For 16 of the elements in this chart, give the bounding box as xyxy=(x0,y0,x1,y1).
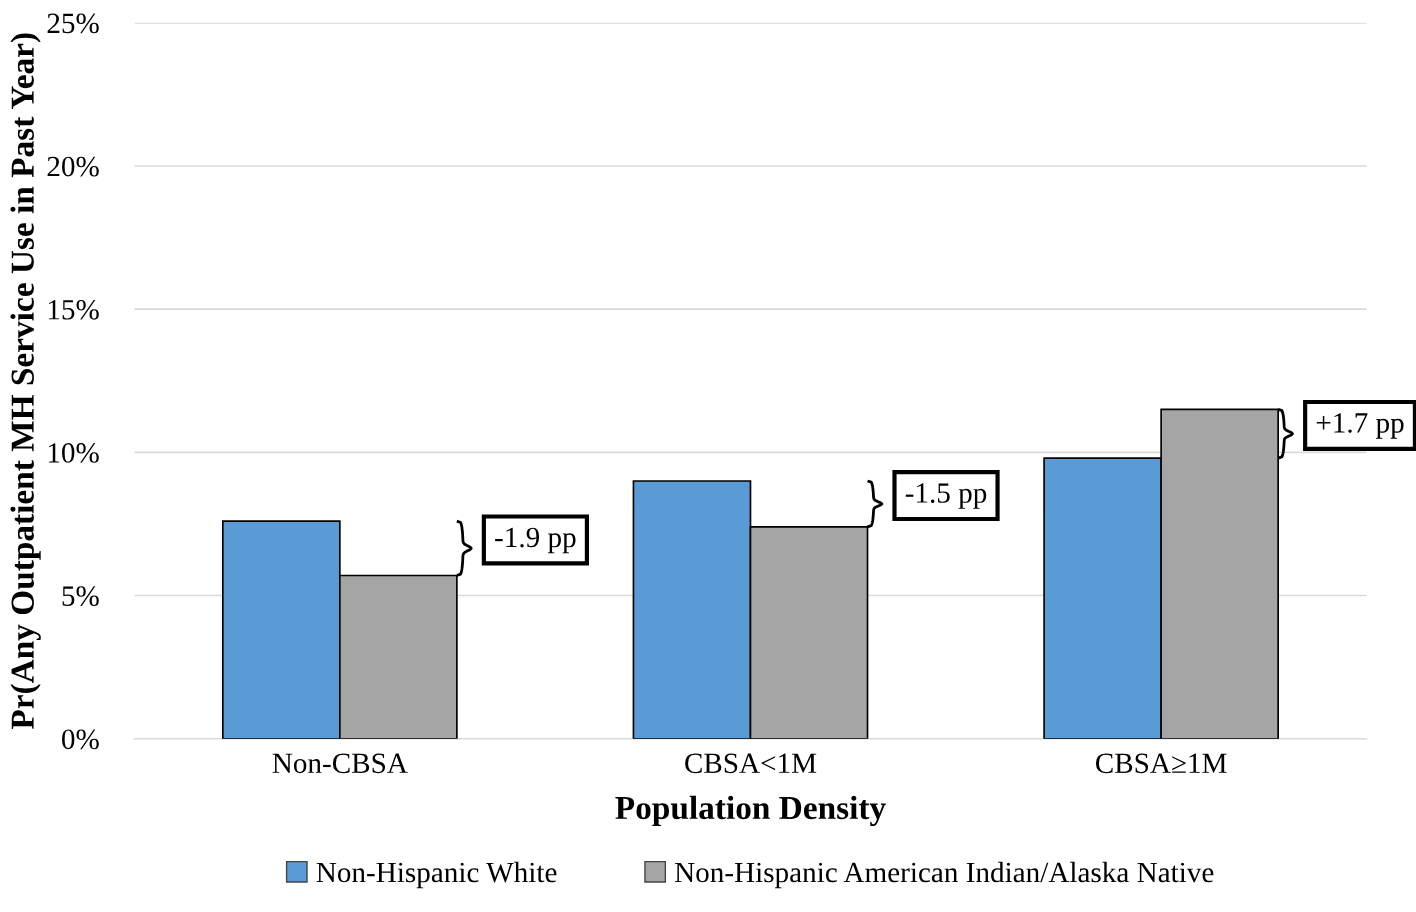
legend-label: Non-Hispanic White xyxy=(316,861,557,889)
y-tick-label: 0% xyxy=(62,729,99,750)
x-tick-label: CBSA≥1M xyxy=(1095,753,1227,774)
y-tick-label: 10% xyxy=(48,443,99,463)
y-tick-label: 15% xyxy=(48,299,99,320)
y-axis-title: Pr(Any Outpatient MH Service Use in Past Year) xyxy=(10,33,41,730)
y-tick-label: 25% xyxy=(47,13,99,34)
annotation: +1.7 pp xyxy=(1316,413,1404,439)
annotation: -1.9 pp xyxy=(495,527,576,554)
x-tick-label: CBSA<1M xyxy=(685,753,817,774)
y-tick-label: 20% xyxy=(47,156,99,177)
x-axis-title: Population Density xyxy=(615,795,886,827)
x-tick-label: Non-CBSA xyxy=(272,753,408,774)
legend-label: Non-Hispanic American Indian/Alaska Native xyxy=(674,861,1214,889)
annotation: -1.5 pp xyxy=(905,483,987,509)
y-tick-label: 5% xyxy=(62,586,99,607)
